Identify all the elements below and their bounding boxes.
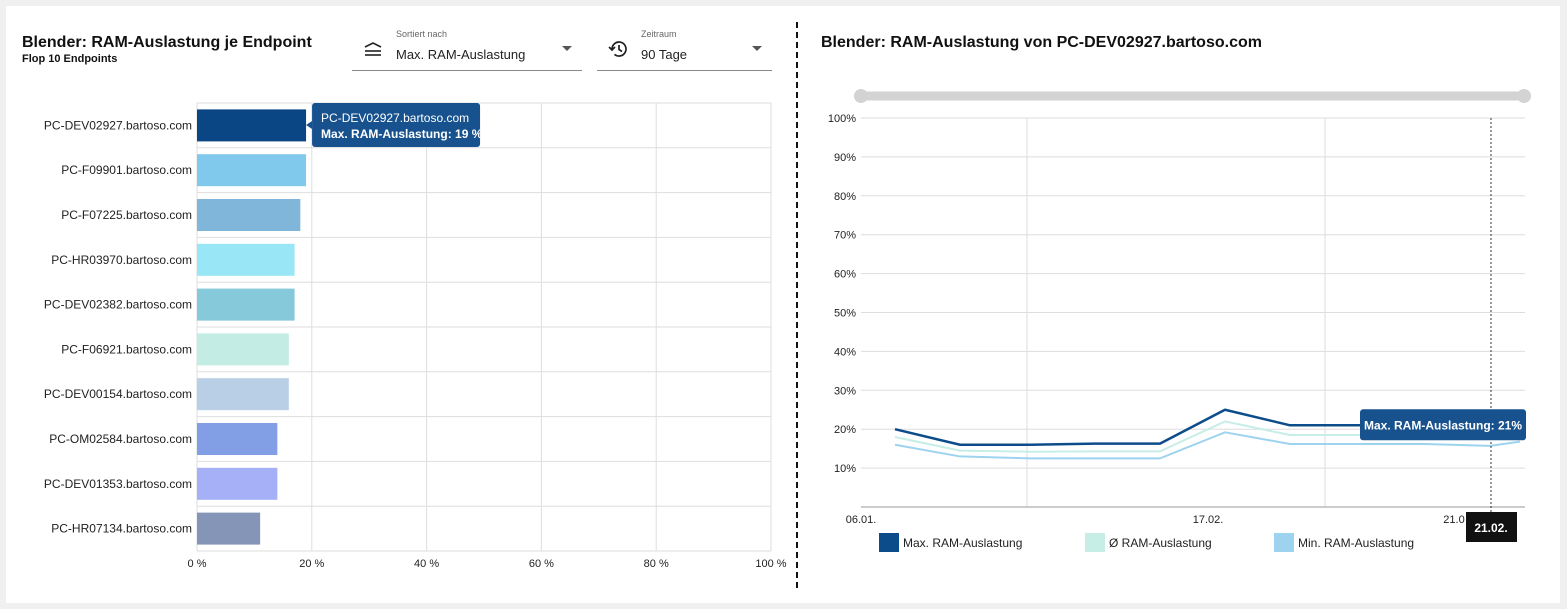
period-select[interactable]: Zeitraum 90 Tage [597, 26, 772, 71]
y-tick-label: 60% [834, 269, 856, 281]
bar [197, 243, 295, 276]
chevron-down-icon [562, 46, 572, 51]
period-select-label: Zeitraum [641, 29, 677, 39]
range-slider-handle-right [1517, 89, 1531, 103]
category-label: PC-DEV01353.bartoso.com [44, 477, 192, 491]
y-tick-label: 30% [834, 385, 856, 397]
bar [197, 512, 261, 545]
panel-divider [796, 22, 798, 588]
y-tick-label: 80% [834, 191, 856, 203]
x-tick-label: 17.02. [1193, 514, 1224, 526]
category-label: PC-DEV02927.bartoso.com [44, 118, 192, 132]
x-tick-label: 100 % [755, 558, 786, 570]
sort-select[interactable]: Sortiert nach Max. RAM-Auslastung [352, 26, 582, 71]
category-label: PC-F09901.bartoso.com [61, 163, 192, 177]
legend-label: Ø RAM-Auslastung [1109, 536, 1212, 550]
date-tooltip-value: 21.02. [1474, 521, 1507, 535]
bar [197, 109, 307, 142]
line-tooltip [1360, 409, 1526, 441]
history-icon [608, 41, 627, 57]
bar [197, 154, 307, 187]
legend-swatch [879, 533, 899, 552]
tooltip-pointer [306, 121, 313, 129]
line-chart: 10% 20% 30% 40% 50% 60% 70% 80% 90% 100% 06.01. 17.… [828, 89, 1531, 552]
bar-chart: 0 % 20 % 40 % 60 % 80 % 100 % PC-DEV02927.bart… [44, 102, 787, 570]
bar-tooltip [312, 103, 481, 147]
bar-tooltip-value: Max. RAM-Auslastung: 19 % [321, 127, 483, 141]
sort-icon [364, 42, 382, 56]
bar [197, 199, 301, 231]
left-chart-title: Blender: RAM-Auslastung je Endpoint [22, 34, 312, 51]
legend-label: Min. RAM-Auslastung [1298, 536, 1414, 550]
date-tooltip [1466, 512, 1517, 542]
sort-select-value: Max. RAM-Auslastung [396, 47, 526, 62]
category-label: PC-OM02584.bartoso.com [49, 432, 192, 446]
right-chart-title: Blender: RAM-Auslastung von PC-DEV02927.… [821, 34, 1262, 51]
line-tooltip-value: Max. RAM-Auslastung: 21% [1364, 418, 1522, 432]
sort-select-label: Sortiert nach [396, 29, 448, 39]
bar [197, 378, 289, 411]
y-tick-label: 10% [834, 463, 856, 475]
y-tick-label: 70% [834, 230, 856, 242]
bar [197, 467, 278, 500]
category-label: PC-DEV02382.bartoso.com [44, 298, 192, 312]
bar [197, 333, 289, 366]
left-chart-subtitle: Flop 10 Endpoints [22, 53, 118, 65]
category-label: PC-F07225.bartoso.com [61, 208, 192, 222]
x-tick-label: 0 % [188, 558, 207, 570]
x-tick-label: 06.01. [846, 514, 877, 526]
x-tick-label: 60 % [529, 558, 554, 570]
x-tick-label: 21.0 [1443, 514, 1464, 526]
bar-tooltip-title: PC-DEV02927.bartoso.com [321, 111, 469, 125]
category-label: PC-HR07134.bartoso.com [51, 522, 192, 536]
bar [197, 288, 295, 321]
period-select-value: 90 Tage [641, 47, 688, 62]
chevron-down-icon [752, 46, 762, 51]
legend-swatch [1274, 533, 1294, 552]
x-tick-label: 40 % [414, 558, 439, 570]
category-label: PC-DEV00154.bartoso.com [44, 387, 192, 401]
y-tick-label: 100% [828, 113, 856, 125]
category-label: PC-HR03970.bartoso.com [51, 253, 192, 267]
bar [197, 423, 278, 455]
legend-swatch [1085, 533, 1105, 552]
x-tick-label: 80 % [644, 558, 669, 570]
category-label: PC-F06921.bartoso.com [61, 342, 192, 356]
series-line [894, 431, 1521, 460]
y-tick-label: 90% [834, 152, 856, 164]
range-slider-handle-left [854, 89, 868, 103]
legend-label: Max. RAM-Auslastung [903, 536, 1022, 550]
x-tick-label: 20 % [299, 558, 324, 570]
y-tick-label: 40% [834, 346, 856, 358]
y-tick-label: 20% [834, 424, 856, 436]
y-tick-label: 50% [834, 308, 856, 320]
